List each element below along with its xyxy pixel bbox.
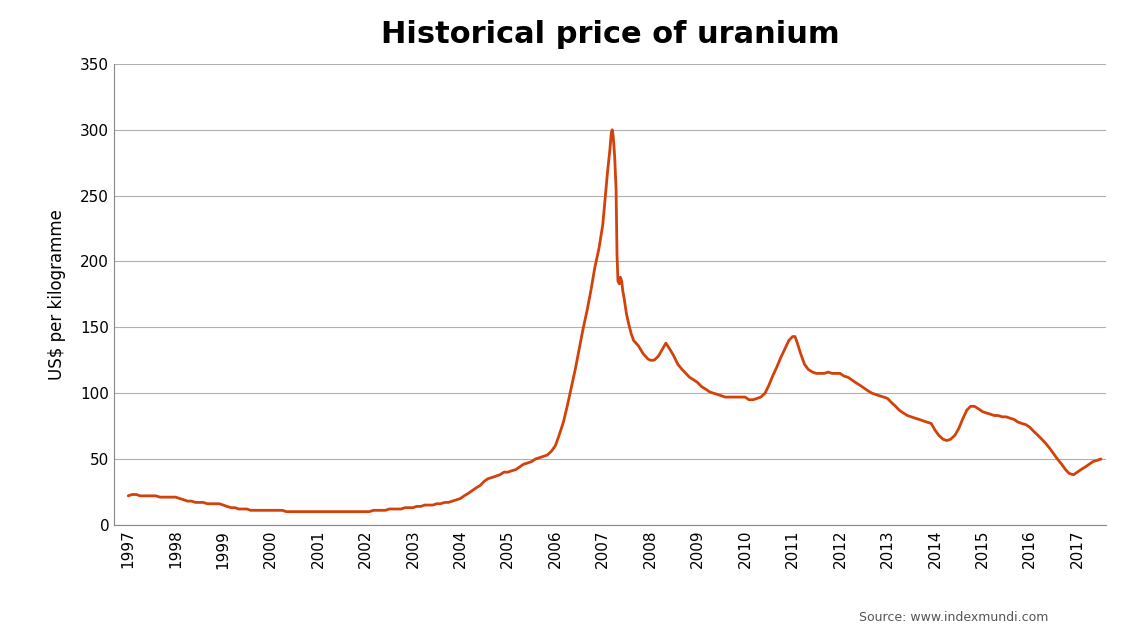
Title: Historical price of uranium: Historical price of uranium: [381, 20, 839, 49]
Y-axis label: US$ per kilogramme: US$ per kilogramme: [48, 209, 66, 380]
Text: Source: www.indexmundi.com: Source: www.indexmundi.com: [860, 611, 1049, 624]
